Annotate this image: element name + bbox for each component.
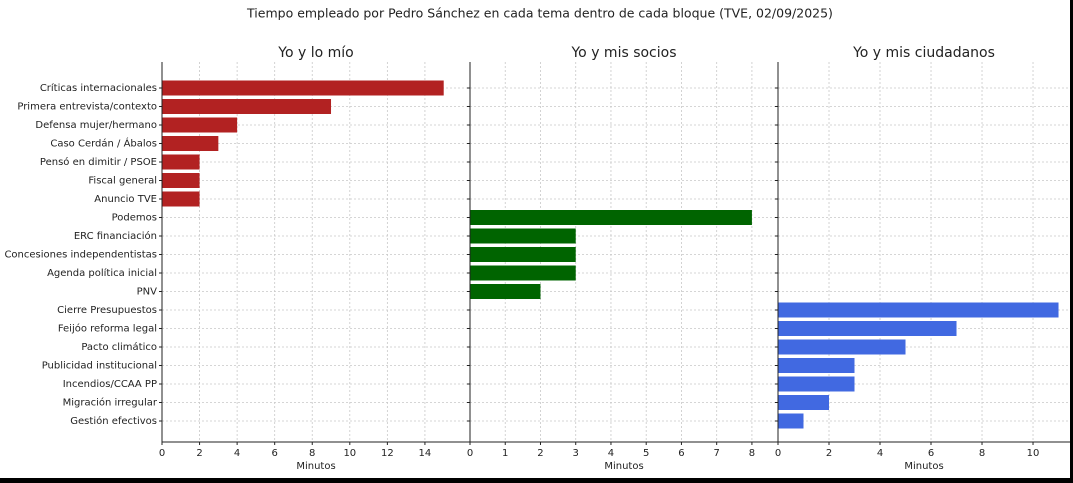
frame-edge [1070,0,1073,483]
x-tick-label: 10 [1027,448,1040,459]
bar [778,395,830,410]
x-tick-label: 12 [381,448,394,459]
bar [778,339,906,355]
x-tick-label: 2 [196,448,202,459]
y-tick-label: Gestión efectivos [70,415,157,427]
x-tick-label: 5 [643,448,649,459]
y-tick-label: Primera entrevista/contexto [17,102,157,113]
y-tick-label: Cierre Presupuestos [57,305,157,316]
x-tick-label: 7 [713,448,719,459]
y-tick-label: PNV [137,287,158,298]
x-tick-label: 4 [234,448,240,459]
x-tick-label: 6 [678,448,684,459]
y-tick-label: Defensa mujer/hermano [35,120,157,131]
x-tick-label: 2 [537,448,543,459]
bar [778,413,804,429]
y-tick-label: Publicidad institucional [42,361,157,372]
x-tick-label: 2 [826,448,832,459]
bar [162,80,444,96]
bar [470,210,752,225]
panel-title: Yo y lo mío [277,45,353,61]
y-tick-label: ERC financiación [74,230,157,242]
frame-edge [0,478,1073,483]
panel-title: Yo y mis socios [570,45,676,61]
y-tick-label: Agenda política inicial [47,267,157,279]
bar [778,302,1059,318]
y-tick-label: Críticas internacionales [40,82,157,94]
bar [162,173,200,188]
bar [778,376,855,392]
bar [470,284,541,299]
bar [778,358,855,373]
y-tick-label: Caso Cerdán / Ábalos [50,137,157,150]
y-tick-label: Podemos [112,213,157,224]
x-tick-label: 0 [775,448,781,459]
x-axis-label: Minutos [604,461,643,472]
x-tick-label: 4 [608,448,614,459]
figure-title: Tiempo empleado por Pedro Sánchez en cad… [246,6,833,21]
x-tick-label: 1 [502,448,508,459]
bar [162,136,219,151]
y-tick-label: Anuncio TVE [94,194,157,205]
x-axis-label: Minutos [904,461,943,472]
y-tick-label: Incendios/CCAA PP [63,379,157,390]
bar [162,154,200,170]
bar [470,265,576,281]
bar [162,117,238,133]
panel-title: Yo y mis ciudadanos [852,45,995,61]
y-tick-label: Fiscal general [88,176,157,187]
x-tick-label: 14 [419,448,432,459]
x-tick-label: 6 [928,448,934,459]
y-tick-label: Migración irregular [63,397,158,409]
x-tick-label: 8 [979,448,985,459]
x-tick-label: 10 [343,448,356,459]
bar [162,99,332,114]
x-tick-label: 8 [749,448,755,459]
y-tick-label: Pacto climático [81,341,157,353]
bar [778,321,957,336]
bar [470,247,576,262]
x-axis-label: Minutos [296,461,335,472]
x-tick-label: 0 [467,448,473,459]
y-tick-label: Concesiones independentistas [4,250,157,261]
x-tick-label: 6 [271,448,277,459]
y-tick-label: Pensó en dimitir / PSOE [40,156,157,168]
x-tick-label: 3 [573,448,579,459]
x-tick-label: 0 [159,448,165,459]
bar [162,191,200,207]
y-tick-label: Feijóo reforma legal [58,323,157,335]
x-tick-label: 8 [309,448,315,459]
x-tick-label: 4 [877,448,883,459]
bar [470,228,576,244]
